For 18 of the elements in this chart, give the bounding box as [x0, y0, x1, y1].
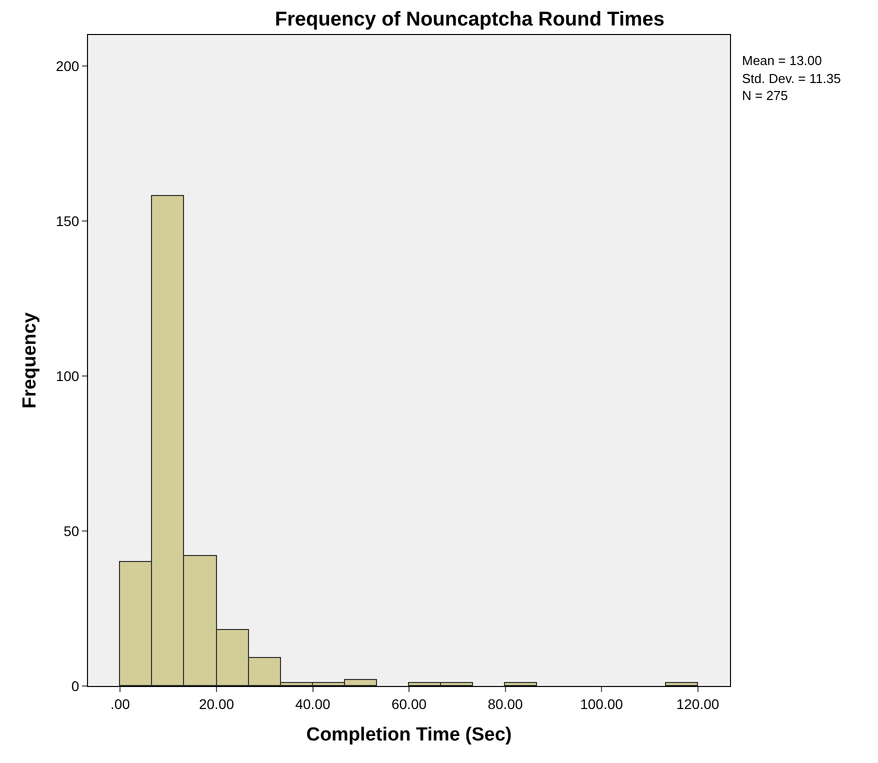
- y-tick-label: 100: [56, 368, 80, 384]
- y-tick-label: 0: [71, 678, 80, 694]
- x-tick-label: 60.00: [391, 696, 427, 712]
- text: Mean = 13.00: [742, 53, 822, 68]
- x-tick-label: 120.00: [676, 696, 720, 712]
- y-tick-label: 200: [56, 58, 80, 74]
- text: N = 275: [742, 88, 788, 103]
- y-tick-label: 50: [64, 522, 80, 539]
- y-axis-title: Frequency: [20, 312, 41, 409]
- x-tick-label: 80.00: [488, 696, 523, 712]
- y-tick-label: 150: [56, 212, 80, 229]
- x-tick-label: 100.00: [580, 696, 624, 712]
- text: Std. Dev. = 11.35: [742, 71, 841, 86]
- x-tick-label: .00: [110, 696, 130, 712]
- x-tick-label: 40.00: [295, 696, 330, 712]
- x-tick-label: 20.00: [198, 696, 234, 712]
- x-axis-title: Completion Time (Sec): [306, 724, 512, 746]
- chart-title: Frequency of Nouncaptcha Round Times: [274, 8, 665, 30]
